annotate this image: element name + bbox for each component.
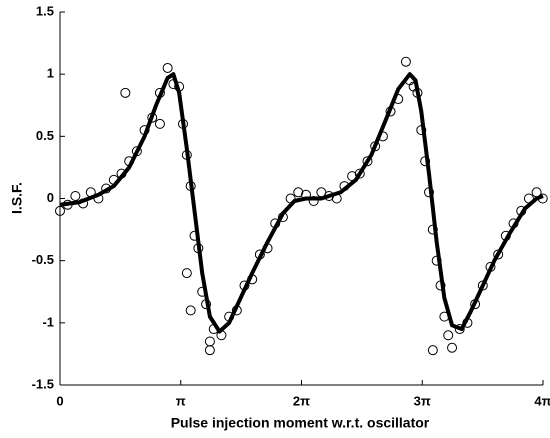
scatter-point — [293, 187, 304, 198]
scatter-point — [162, 62, 173, 73]
scatter-point — [204, 336, 215, 347]
scatter-point — [154, 118, 165, 129]
scatter-point — [204, 345, 215, 356]
y-tick-label: 1.5 — [36, 3, 54, 18]
x-tick-label: 4π — [534, 393, 550, 408]
scatter-point — [447, 342, 458, 353]
x-tick-label: 2π — [293, 393, 310, 408]
scatter-point — [120, 87, 131, 98]
fit-line — [59, 72, 544, 334]
y-tick-label: 0 — [47, 190, 54, 205]
scatter-point — [443, 330, 454, 341]
scatter-point — [55, 205, 65, 216]
y-tick-label: 1 — [47, 66, 54, 81]
y-tick-label: -1.5 — [32, 376, 54, 391]
scatter-point — [70, 191, 81, 202]
scatter-point — [185, 305, 196, 316]
scatter-point — [400, 56, 411, 67]
x-tick-label: π — [176, 393, 186, 408]
y-tick-label: 0.5 — [36, 128, 54, 143]
scatter-point — [181, 268, 192, 279]
x-tick-label: 0 — [56, 393, 63, 408]
scatter-point — [454, 324, 465, 335]
scatter-point — [427, 345, 438, 356]
scatter-point — [354, 168, 365, 179]
y-tick-label: -1 — [42, 314, 54, 329]
scatter-point — [362, 156, 373, 167]
y-tick-label: -0.5 — [32, 252, 54, 267]
y-axis-title: I.S.F. — [9, 182, 25, 214]
x-axis-title: Pulse injection moment w.r.t. oscillator — [171, 415, 430, 431]
scatter-point — [308, 195, 319, 206]
x-tick-label: 3π — [414, 393, 431, 408]
